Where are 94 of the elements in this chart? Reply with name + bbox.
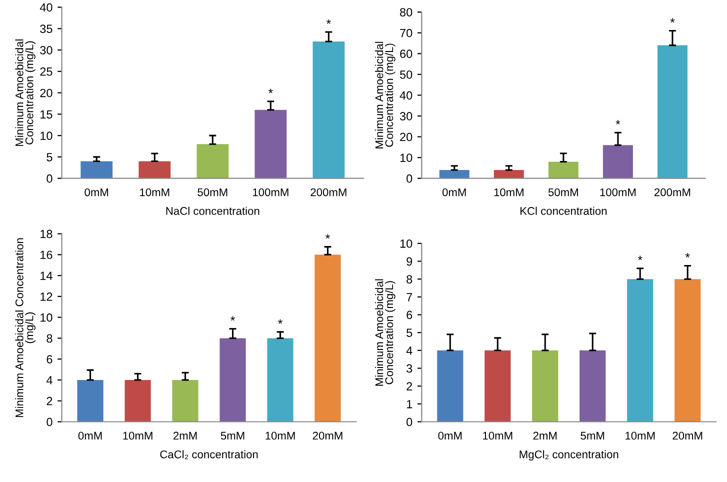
bar	[548, 162, 578, 178]
y-tick-label: 0	[406, 418, 412, 426]
data-label: *	[670, 18, 675, 23]
x-axis-title: CaCl₂ concentration	[160, 450, 258, 460]
y-tick-label: 0	[46, 418, 52, 426]
y-tick-label: 10	[40, 132, 52, 140]
y-tick-label: 1	[406, 400, 412, 408]
bar	[220, 338, 246, 422]
y-tick-label: 8	[406, 275, 412, 284]
data-label: *	[616, 120, 620, 124]
y-axis-title: Minimum Amoebicidal Concentration (mg/L)	[375, 279, 396, 386]
y-tick-label: 4	[46, 376, 52, 384]
y-tick-label: 6	[46, 355, 52, 364]
x-tick-label: 200mM	[654, 188, 690, 196]
y-tick-label: 30	[400, 112, 412, 120]
y-tick-label: 10	[40, 313, 52, 322]
x-tick-label: 10mM	[626, 432, 655, 440]
x-tick-label: 10mM	[483, 432, 512, 440]
x-tick-label: 0mM	[84, 188, 108, 196]
x-tick-label: 20mM	[312, 432, 342, 440]
y-tick-label: 12	[40, 292, 52, 301]
bar	[80, 161, 113, 178]
data-label: *	[278, 319, 282, 324]
x-tick-label: 200mM	[310, 188, 346, 196]
x-axis-title: MgCl₂ concentration	[520, 450, 618, 461]
y-tick-label: 25	[40, 67, 52, 76]
x-tick-label: 2mM	[173, 432, 197, 440]
x-tick-label: 0mM	[78, 432, 102, 440]
y-tick-label: 40	[40, 3, 52, 12]
y-axis-title: Minimum Amoebicidal Concentration (mg/L)	[15, 238, 36, 418]
y-tick-label: 18	[40, 230, 52, 238]
x-axis-title: NaCl concentration	[166, 206, 260, 215]
x-tick-label: 5mM	[220, 432, 244, 440]
x-tick-label: 10mM	[494, 188, 524, 196]
bar	[77, 380, 104, 422]
y-tick-label: 9	[406, 257, 412, 266]
y-tick-label: 40	[400, 91, 412, 100]
y-tick-label: 3	[406, 364, 412, 373]
y-tick-label: 10	[400, 239, 412, 248]
y-tick-label: 6	[406, 310, 412, 320]
x-axis-title: KCl concentration	[520, 206, 607, 215]
bar	[254, 110, 287, 178]
y-tick-label: 14	[40, 272, 52, 280]
bar	[172, 380, 198, 422]
bar	[196, 144, 229, 178]
x-tick-label: 100mM	[600, 188, 636, 196]
x-tick-label: 0mM	[442, 188, 466, 196]
x-tick-label: 10mM	[266, 432, 295, 440]
y-tick-label: 15	[40, 110, 52, 119]
x-tick-label: 100mM	[252, 188, 288, 196]
x-tick-label: 0mM	[438, 432, 462, 440]
y-tick-label: 2	[46, 396, 52, 406]
bar	[657, 45, 688, 178]
data-label: *	[326, 19, 331, 24]
data-label: *	[685, 253, 690, 258]
bar	[439, 170, 470, 178]
bar	[138, 161, 171, 178]
data-label: *	[326, 234, 330, 239]
x-tick-label: 10mM	[140, 188, 170, 196]
x-tick-label: 10mM	[123, 432, 152, 440]
y-tick-label: 16	[40, 250, 52, 260]
y-axis-title: Minimum Amoebicidal Concentration (mg/L)	[15, 39, 36, 146]
bar	[314, 254, 341, 422]
bar	[267, 338, 294, 422]
y-tick-label: 80	[400, 8, 412, 16]
y-tick-label: 5	[46, 153, 52, 162]
x-tick-label: 20mM	[672, 432, 702, 440]
y-tick-label: 4	[406, 346, 412, 355]
y-tick-label: 5	[406, 328, 412, 337]
y-tick-label: 8	[46, 334, 52, 343]
x-tick-label: 50mM	[548, 188, 578, 196]
bar	[312, 41, 345, 178]
y-tick-label: 70	[400, 28, 412, 38]
y-tick-label: 35	[40, 24, 52, 34]
y-tick-label: 30	[40, 46, 52, 54]
y-tick-label: 0	[406, 174, 412, 183]
y-tick-label: 20	[400, 132, 412, 142]
y-tick-label: 7	[406, 293, 412, 302]
y-tick-label: 50	[400, 70, 412, 79]
bar	[602, 145, 633, 178]
data-label: *	[638, 256, 642, 260]
y-tick-label: 20	[40, 88, 52, 98]
y-tick-label: 60	[400, 50, 412, 58]
bar	[124, 380, 151, 422]
y-axis-title: Minimum Amoebicidal Concentration (mg/L)	[375, 42, 396, 148]
bar	[494, 170, 524, 178]
data-label: *	[230, 316, 235, 321]
x-tick-label: 50mM	[198, 188, 228, 196]
x-tick-label: 5mM	[580, 432, 604, 440]
data-label: *	[268, 88, 273, 94]
y-tick-label: 10	[400, 154, 412, 162]
y-tick-label: 2	[406, 382, 412, 390]
y-tick-label: 0	[46, 174, 52, 183]
x-tick-label: 2mM	[533, 432, 557, 440]
